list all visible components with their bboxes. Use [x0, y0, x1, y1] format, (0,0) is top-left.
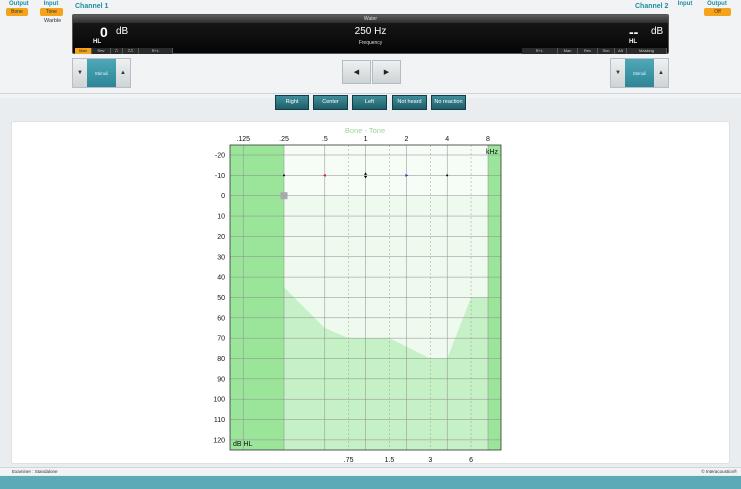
y-tick-label: 20 — [217, 234, 225, 241]
ch1-input-label: Input — [43, 1, 59, 7]
x-top-tick-label: 8 — [486, 136, 490, 143]
channel-display: Water 0 dB HL 250 Hz Frequency -- dB HL … — [72, 14, 669, 54]
ch2-input-label: Input — [677, 1, 693, 7]
chevron-down-icon: ▼ — [615, 70, 621, 76]
ch1-db-value: 0 — [100, 24, 108, 40]
frequency-label: Frequency — [358, 40, 383, 46]
display-header-text: Water — [363, 16, 378, 22]
ch2-output-value[interactable]: Off — [704, 8, 731, 16]
y-tick-label: -20 — [215, 153, 225, 160]
header-divider — [0, 93, 741, 94]
response-right-button[interactable]: Right — [275, 95, 309, 110]
response-left-button[interactable]: Left — [352, 95, 387, 110]
ch1-output-label: Output — [9, 1, 29, 7]
ch2-mode-sim[interactable]: Sim — [598, 48, 615, 54]
chevron-up-icon: ▲ — [658, 70, 664, 76]
ch2-db-value: -- — [629, 24, 639, 40]
ch1-stimulus-button[interactable]: Stimuli — [87, 59, 116, 87]
x-bottom-tick-label: 3 — [428, 457, 432, 464]
chevron-down-icon: ▼ — [77, 70, 83, 76]
ch2-mode-rev[interactable]: Rev — [578, 48, 598, 54]
ch1-level-down-button[interactable]: ▼ — [73, 59, 87, 87]
response-no-reaction-button[interactable]: No reaction — [431, 95, 466, 110]
marker-right-ear — [322, 173, 326, 177]
y-tick-label: 40 — [217, 275, 225, 282]
header: Output Bone Input Tone Warble Channel 1 … — [0, 0, 741, 98]
ch1-db-unit: dB — [116, 26, 129, 37]
y-tick-label: 10 — [217, 214, 225, 221]
copyright-label: © Interacoustics® — [701, 469, 737, 474]
x-top-tick-label: .25 — [279, 136, 289, 143]
ch1-mode-single[interactable]: ⎍ — [111, 48, 123, 54]
y-tick-label: 90 — [217, 376, 225, 383]
y-tick-label: 50 — [217, 295, 225, 302]
channel1-title: Channel 1 — [75, 3, 109, 10]
ch2-mode-rl[interactable]: R+L — [522, 48, 558, 54]
ch2-stimulus-stepper: ▼ Stimuli ▲ — [610, 58, 669, 88]
plot-border — [229, 144, 502, 451]
ch2-stimulus-button[interactable]: Stimuli — [625, 59, 654, 87]
marker-center — [364, 172, 368, 179]
y-tick-label: 30 — [217, 254, 225, 261]
x-top-tick-label: .125 — [236, 136, 250, 143]
x-bottom-tick-label: 1.5 — [385, 457, 395, 464]
y-tick-label: 60 — [217, 315, 225, 322]
ch1-mode-multi[interactable]: ⎍⎍ — [123, 48, 139, 54]
y-unit-label: dB HL — [233, 441, 253, 448]
y-tick-label: 0 — [221, 193, 225, 200]
x-top-tick-label: .5 — [322, 136, 328, 143]
ch1-mode-man[interactable]: Man — [75, 48, 92, 54]
x-bottom-tick-label: 6 — [469, 457, 473, 464]
cursor-marker — [280, 192, 288, 200]
chevron-up-icon: ▲ — [120, 70, 126, 76]
y-tick-label: 70 — [217, 336, 225, 343]
y-tick-label: 110 — [214, 417, 225, 424]
x-top-tick-label: 1 — [364, 136, 368, 143]
x-top-tick-label: 2 — [404, 136, 408, 143]
ch2-hl: HL — [629, 39, 637, 45]
x-top-tick-label: 4 — [445, 136, 449, 143]
ch1-mode-rev[interactable]: Rev — [92, 48, 111, 54]
frequency-next-button[interactable]: ▶ — [372, 60, 401, 84]
ch2-masking[interactable]: Masking — [627, 48, 667, 54]
ch1-input-value[interactable]: Tone — [40, 8, 63, 16]
footer-bar — [0, 476, 741, 489]
ch2-level-up-button[interactable]: ▲ — [654, 59, 668, 87]
marker-point — [283, 174, 285, 177]
ch1-input-sub: Warble — [44, 18, 62, 24]
y-tick-label: -10 — [215, 173, 225, 180]
ch2-mode-man[interactable]: Man — [558, 48, 578, 54]
display-header: Water — [73, 15, 668, 23]
status-bar: Examiner : Standalone © Interacoustics® — [0, 467, 741, 475]
channel2-title: Channel 2 — [635, 3, 669, 10]
ch2-level-down-button[interactable]: ▼ — [611, 59, 625, 87]
x-unit-label: kHz — [486, 149, 499, 156]
frequency-prev-button[interactable]: ◀ — [342, 60, 371, 84]
y-tick-label: 100 — [213, 397, 225, 404]
ch2-output-label: Output — [707, 1, 727, 7]
frequency-value: 250 Hz — [354, 26, 387, 37]
ch1-level-up-button[interactable]: ▲ — [116, 59, 130, 87]
ch2-db-unit: dB — [651, 26, 664, 37]
region-mid — [284, 287, 488, 450]
marker-point — [446, 174, 449, 177]
chart-title: Bone - Tone — [345, 126, 385, 135]
ch1-mode-rl[interactable]: R+L — [139, 48, 173, 54]
response-center-button[interactable]: Center — [313, 95, 348, 110]
arrow-right-icon: ▶ — [383, 69, 390, 76]
ch1-output-value[interactable]: Bone — [6, 8, 28, 16]
y-tick-label: 80 — [217, 356, 225, 363]
ch1-stimulus-stepper: ▼ Stimuli ▲ — [72, 58, 131, 88]
y-tick-label: 120 — [213, 437, 225, 444]
ch2-mode-alt[interactable]: Alt — [615, 48, 627, 54]
response-not-heard-button[interactable]: Not heard — [392, 95, 427, 110]
ch1-hl: HL — [93, 39, 101, 45]
examiner-label: Examiner : Standalone — [12, 469, 58, 474]
arrow-left-icon: ◀ — [353, 69, 360, 76]
marker-left-ear — [405, 173, 409, 177]
x-bottom-tick-label: .75 — [344, 457, 354, 464]
